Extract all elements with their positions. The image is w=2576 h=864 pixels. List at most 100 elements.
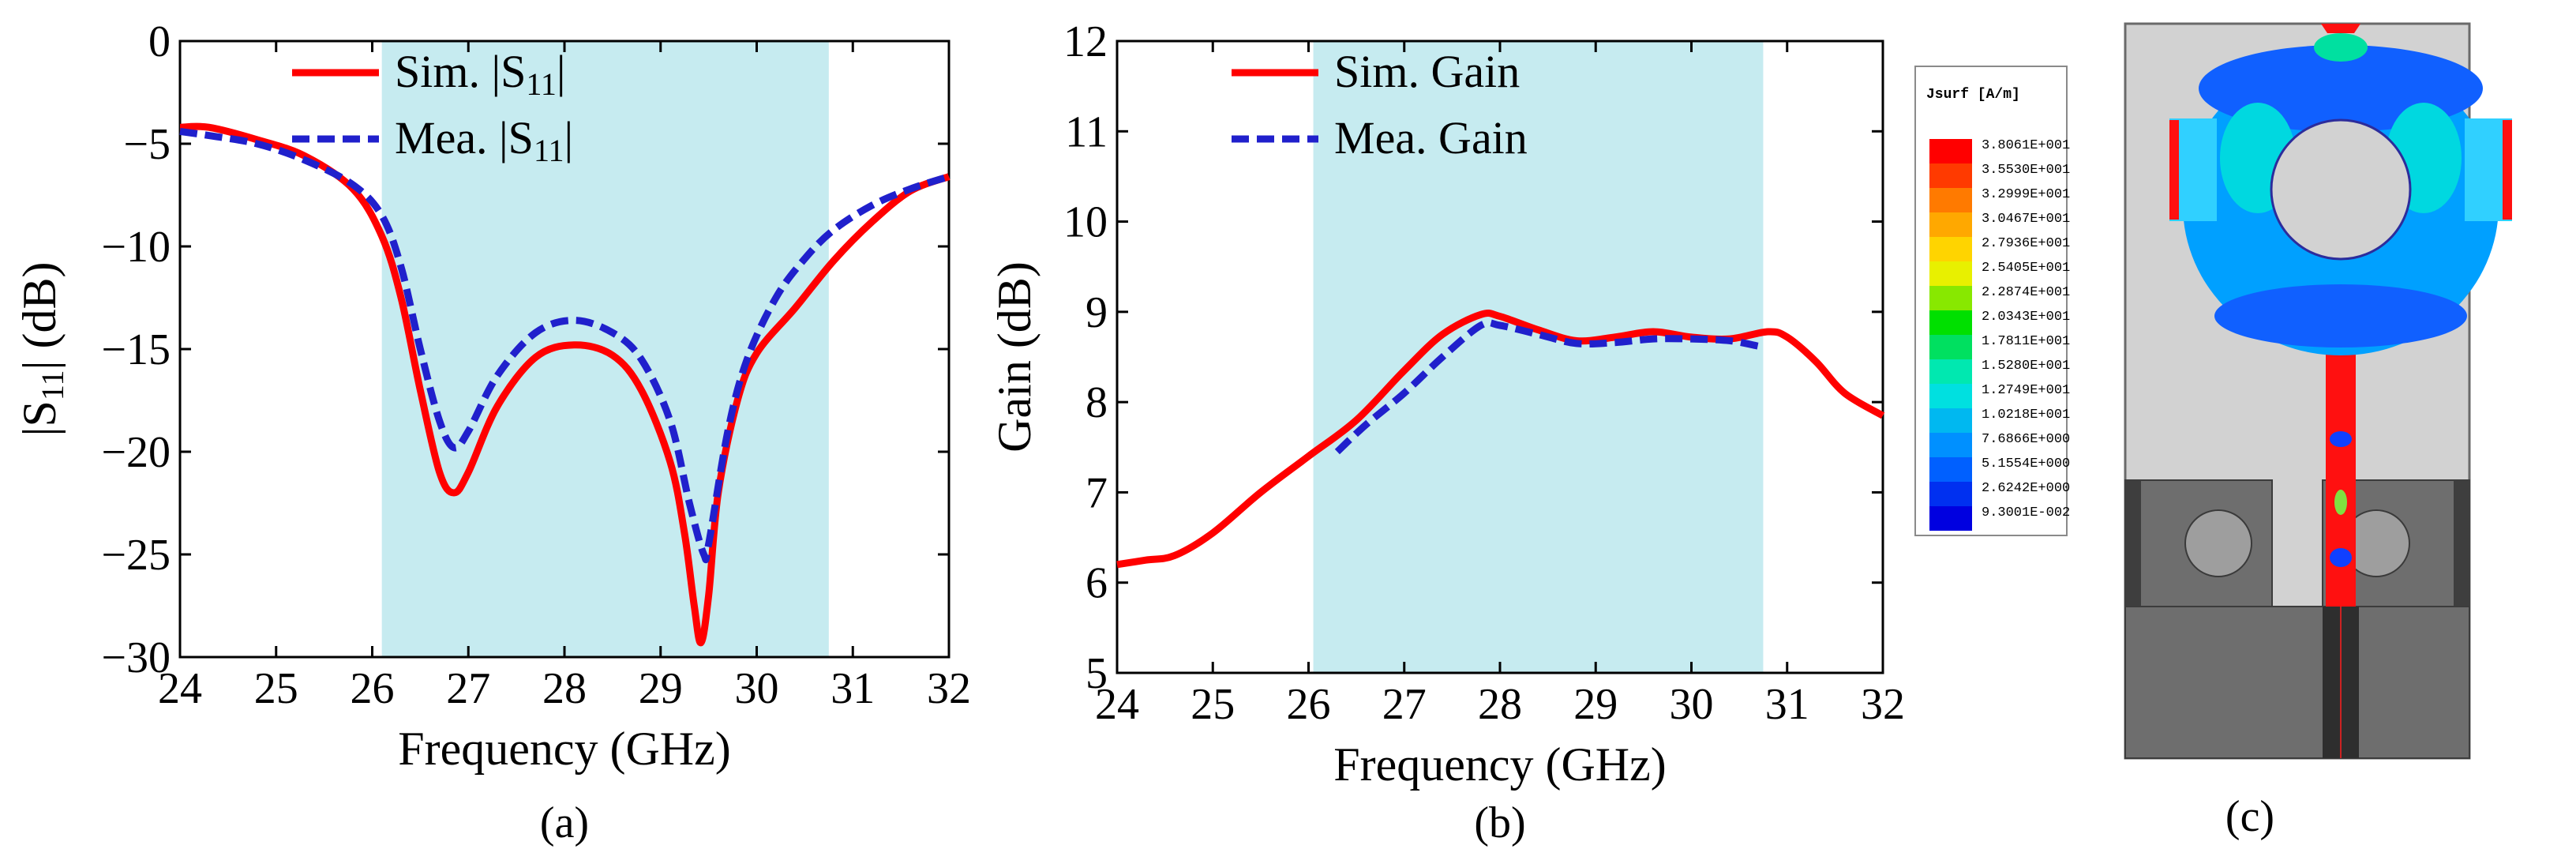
- legend-value: 1.2749E+001: [1982, 383, 2070, 398]
- legend-color-swatch: [1929, 359, 1972, 384]
- panel-b-label: (b): [1474, 798, 1525, 847]
- legend-value: 9.3001E-002: [1982, 505, 2070, 520]
- current-legend-scale: 3.8061E+001 3.5530E+001 3.2999E+001 3.0467E…: [1929, 138, 2070, 531]
- legend-value: 1.0218E+001: [1982, 408, 2070, 423]
- panel-a-ticks: 24 25 26 27 28 29 30 31 32 0 −5 −10 −15 −20 −25 −30: [101, 17, 971, 713]
- legend-color-swatch: [1929, 286, 1972, 310]
- panel-a-chart: 24 25 26 27 28 29 30 31 32 0 −5 −10 −15 −20 −25 −30 Sim…: [13, 17, 971, 847]
- y-tick-label: −30: [101, 633, 171, 682]
- legend-label: Mea. |S11|: [395, 112, 573, 168]
- x-tick-label: 24: [158, 664, 202, 713]
- right-connector-edge: [2454, 480, 2469, 607]
- x-tick-label: 25: [1191, 680, 1235, 729]
- legend-value: 1.7811E+001: [1982, 334, 2070, 349]
- legend-color-swatch: [1929, 237, 1972, 261]
- series-line-mea-s11-: [179, 127, 951, 564]
- x-tick-label: 29: [1573, 680, 1618, 729]
- x-tick-label: 25: [254, 664, 298, 713]
- series-line-mea-gain: [1334, 319, 1760, 455]
- y-tick-label: −25: [101, 531, 171, 580]
- y-tick-label: 8: [1086, 378, 1108, 427]
- panel-b-xlabel: Frequency (GHz): [1333, 738, 1667, 791]
- panel-a-series: [179, 122, 951, 647]
- y-tick-label: 11: [1065, 107, 1108, 156]
- antenna-patch: [2169, 24, 2512, 355]
- feed-line-hotspot: [2330, 431, 2352, 447]
- x-tick-label: 32: [927, 664, 971, 713]
- panel-c-label: (c): [2225, 792, 2274, 841]
- x-tick-label: 27: [446, 664, 490, 713]
- y-tick-label: −10: [101, 223, 171, 272]
- left-screw-icon: [2184, 509, 2252, 577]
- series-line-sim-gain: [1116, 309, 1885, 569]
- legend-color-swatch: [1929, 482, 1972, 506]
- left-connector-edge: [2125, 480, 2141, 607]
- panel-a-xlabel: Frequency (GHz): [398, 723, 731, 775]
- x-tick-label: 26: [1287, 680, 1331, 729]
- legend-color-swatch: [1929, 261, 1972, 286]
- y-tick-label: 10: [1063, 198, 1108, 247]
- panel-b-band: [1313, 41, 1764, 673]
- legend-color-swatch: [1929, 457, 1972, 482]
- y-tick-label: −20: [101, 428, 171, 477]
- feed-line: [2326, 347, 2356, 607]
- y-tick-label: −5: [123, 120, 171, 169]
- legend-label: Mea. Gain: [1334, 112, 1528, 163]
- y-tick-label: 12: [1063, 17, 1108, 66]
- x-tick-label: 24: [1095, 680, 1139, 729]
- panel-b-legend: Sim. Gain Mea. Gain: [1232, 46, 1528, 163]
- legend-value: 5.1554E+000: [1982, 456, 2070, 471]
- y-tick-label: 9: [1086, 288, 1108, 337]
- legend-value: 2.6242E+000: [1982, 481, 2070, 496]
- panel-c-current-distribution: Jsurf [A/m] 3.8061E+001 3.5530E+001 3.2999…: [1914, 22, 2512, 841]
- panel-b-ticks: 24 25 26 27 28 29 30 31 32 5 6 7 8 9 10 11 12: [1063, 17, 1905, 729]
- x-tick-label: 26: [351, 664, 395, 713]
- y-tick-label: 5: [1086, 649, 1108, 698]
- x-tick-label: 30: [735, 664, 779, 713]
- x-tick-label: 28: [1478, 680, 1522, 729]
- y-tick-label: 0: [148, 17, 171, 66]
- panel-a-label: (a): [540, 798, 589, 847]
- y-tick-label: 6: [1086, 559, 1108, 608]
- feed-line-hotspot: [2334, 490, 2347, 515]
- legend-value: 2.5405E+001: [1982, 261, 2070, 276]
- legend-color-swatch: [1929, 433, 1972, 457]
- legend-label: Sim. |S11|: [395, 46, 566, 102]
- panel-b-chart: 24 25 26 27 28 29 30 31 32 5 6 7 8 9 10 11 12 Sim. Gain M…: [988, 17, 1905, 847]
- legend-color-swatch: [1929, 188, 1972, 212]
- x-tick-label: 29: [639, 664, 683, 713]
- y-tick-label: 7: [1086, 468, 1108, 517]
- connector-base: [2124, 606, 2470, 759]
- series-line-sim-s11-: [179, 122, 951, 647]
- legend-label: Sim. Gain: [1334, 46, 1520, 97]
- x-tick-label: 31: [1765, 680, 1809, 729]
- current-legend-title: Jsurf [A/m]: [1926, 87, 2020, 103]
- legend-color-swatch: [1929, 310, 1972, 335]
- feed-line-hotspot: [2330, 548, 2352, 567]
- y-tick-label: −15: [101, 325, 171, 374]
- legend-value: 2.2874E+001: [1982, 285, 2070, 300]
- legend-value: 3.8061E+001: [1982, 138, 2070, 153]
- legend-value: 2.7936E+001: [1982, 236, 2070, 251]
- panel-a-ylabel: |S11| (dB): [13, 262, 70, 437]
- panel-b-series: [1116, 309, 1885, 569]
- legend-value: 3.5530E+001: [1982, 163, 2070, 178]
- legend-value: 3.0467E+001: [1982, 212, 2070, 227]
- legend-color-swatch: [1929, 384, 1972, 408]
- legend-value: 2.0343E+001: [1982, 310, 2070, 325]
- legend-color-swatch: [1929, 163, 1972, 188]
- legend-value: 3.2999E+001: [1982, 187, 2070, 202]
- x-tick-label: 30: [1670, 680, 1714, 729]
- legend-color-swatch: [1929, 506, 1972, 531]
- panel-b-ylabel: Gain (dB): [988, 261, 1041, 453]
- x-tick-label: 28: [542, 664, 587, 713]
- x-tick-label: 32: [1861, 680, 1905, 729]
- x-tick-label: 31: [831, 664, 875, 713]
- legend-color-swatch: [1929, 139, 1972, 163]
- legend-color-swatch: [1929, 408, 1972, 433]
- legend-value: 7.6866E+000: [1982, 432, 2070, 447]
- legend-value: 1.5280E+001: [1982, 359, 2070, 374]
- panel-a-legend: Sim. |S11| Mea. |S11|: [292, 46, 573, 168]
- legend-color-swatch: [1929, 335, 1972, 359]
